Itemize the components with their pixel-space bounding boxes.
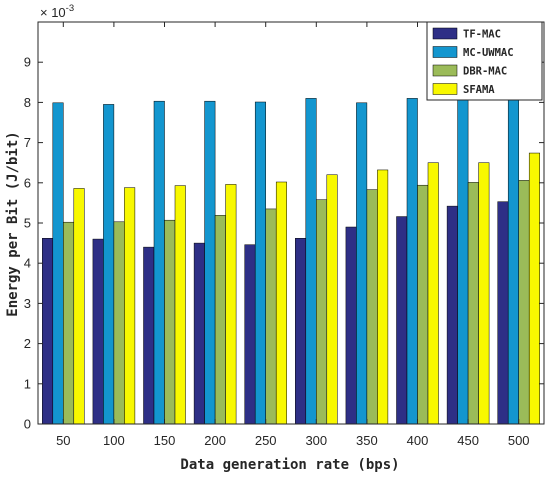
- bar-tf-mac-500: [497, 201, 509, 425]
- y-tick-label: 6: [24, 175, 31, 190]
- bar-mc-uwmac-150: [153, 100, 165, 425]
- bar-sfama-50: [73, 188, 85, 425]
- x-tick-label: 500: [508, 433, 530, 448]
- bar-mc-uwmac-400: [406, 98, 418, 425]
- bar-sfama-450: [478, 162, 490, 425]
- y-multiplier: × 10-3: [40, 3, 74, 20]
- y-tick-label: 2: [24, 336, 31, 351]
- x-tick-label: 450: [457, 433, 479, 448]
- y-tick-label: 1: [24, 376, 31, 391]
- y-tick-label: 0: [24, 417, 31, 432]
- bar-sfama-400: [427, 162, 439, 425]
- bar-tf-mac-50: [42, 238, 54, 425]
- bar-mc-uwmac-350: [356, 102, 368, 425]
- bar-tf-mac-100: [92, 238, 104, 425]
- y-tick-label: 5: [24, 216, 31, 231]
- x-tick-label: 200: [204, 433, 226, 448]
- bar-sfama-150: [174, 185, 186, 425]
- bar-mc-uwmac-450: [457, 98, 469, 425]
- bar-dbr-mac-450: [467, 182, 479, 425]
- legend-label-dbr-mac: DBR-MAC: [463, 66, 507, 78]
- bar-dbr-mac-200: [214, 215, 226, 425]
- legend-swatch-sfama: [432, 83, 458, 95]
- bar-mc-uwmac-100: [103, 104, 115, 425]
- y-tick-label: 3: [24, 296, 31, 311]
- bar-tf-mac-250: [244, 244, 256, 425]
- legend-swatch-mc-uwmac: [432, 46, 458, 58]
- bar-mc-uwmac-50: [52, 102, 64, 425]
- x-tick-label: 300: [305, 433, 327, 448]
- legend-label-mc-uwmac: MC-UWMAC: [463, 47, 514, 59]
- bar-dbr-mac-100: [113, 221, 125, 425]
- x-tick-label: 350: [356, 433, 378, 448]
- y-axis-label: Energy per Bit (J/bit): [5, 131, 21, 316]
- bar-tf-mac-150: [143, 246, 155, 425]
- bar-dbr-mac-150: [164, 219, 176, 425]
- bar-dbr-mac-250: [265, 208, 277, 425]
- bars-layer: [42, 98, 540, 425]
- legend: TF-MAC MC-UWMAC DBR-MAC SFAMA: [426, 21, 543, 101]
- bar-dbr-mac-400: [417, 184, 429, 425]
- bar-sfama-250: [275, 181, 287, 425]
- y-axis: 0 1 2 3 4 5 6 7 8 9: [24, 55, 544, 432]
- bar-mc-uwmac-300: [305, 98, 317, 425]
- bar-dbr-mac-500: [518, 180, 530, 425]
- bar-tf-mac-450: [446, 205, 458, 425]
- bar-sfama-100: [124, 187, 136, 425]
- x-tick-label: 50: [56, 433, 70, 448]
- x-tick-label: 150: [154, 433, 176, 448]
- y-tick-label: 8: [24, 95, 31, 110]
- bar-tf-mac-300: [295, 238, 307, 425]
- bar-tf-mac-350: [345, 226, 357, 425]
- bar-mc-uwmac-500: [507, 99, 519, 425]
- x-tick-label: 250: [255, 433, 277, 448]
- bar-sfama-350: [377, 169, 389, 425]
- x-axis: 50 100 150 200 250 300 350 400 450 500: [56, 22, 530, 448]
- y-tick-label: 9: [24, 55, 31, 70]
- legend-swatch-tf-mac: [432, 27, 458, 40]
- y-tick-label: 7: [24, 135, 31, 150]
- bar-mc-uwmac-200: [204, 100, 216, 425]
- bar-sfama-500: [528, 152, 540, 425]
- bar-dbr-mac-50: [63, 221, 75, 425]
- bar-mc-uwmac-250: [254, 101, 266, 425]
- x-axis-label: Data generation rate (bps): [180, 457, 399, 473]
- legend-swatch-dbr-mac: [432, 64, 458, 77]
- legend-label-sfama: SFAMA: [463, 84, 495, 96]
- bar-sfama-200: [225, 184, 237, 425]
- legend-label-tf-mac: TF-MAC: [463, 29, 501, 41]
- bar-dbr-mac-300: [316, 199, 328, 425]
- bar-tf-mac-400: [396, 216, 408, 425]
- x-tick-label: 100: [103, 433, 125, 448]
- bar-sfama-300: [326, 174, 338, 425]
- bar-tf-mac-200: [193, 242, 205, 425]
- bar-dbr-mac-350: [366, 189, 378, 425]
- x-tick-label: 400: [407, 433, 429, 448]
- y-tick-label: 4: [24, 256, 31, 271]
